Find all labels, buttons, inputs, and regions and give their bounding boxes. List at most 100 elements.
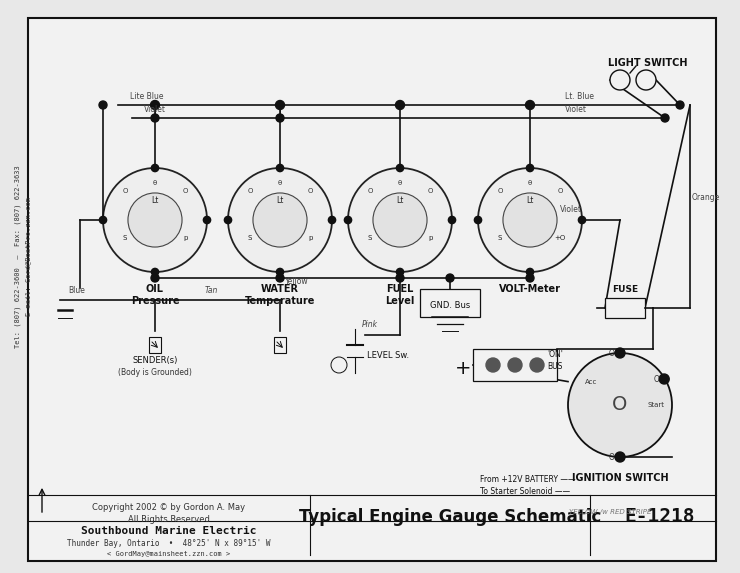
Circle shape [397, 164, 403, 172]
Text: Violet: Violet [144, 105, 166, 114]
Circle shape [99, 101, 107, 109]
Circle shape [204, 217, 211, 223]
Text: E-1218: E-1218 [625, 508, 696, 527]
Circle shape [224, 217, 232, 223]
Circle shape [103, 168, 207, 272]
Circle shape [474, 217, 482, 223]
Text: Lt. Blue: Lt. Blue [565, 92, 594, 101]
Text: FUEL
Level: FUEL Level [386, 284, 414, 305]
Text: SENDER(s): SENDER(s) [132, 356, 178, 365]
Circle shape [568, 353, 672, 457]
Text: Yellow: Yellow [285, 277, 309, 286]
Text: p: p [428, 235, 432, 241]
Text: Orange: Orange [692, 193, 720, 202]
Circle shape [150, 100, 160, 109]
Circle shape [397, 268, 403, 276]
Text: θ: θ [153, 179, 157, 186]
Circle shape [331, 357, 347, 373]
Text: Copyright 2002 © by Gordon A. May: Copyright 2002 © by Gordon A. May [92, 503, 246, 512]
Circle shape [276, 268, 283, 276]
Text: All Rights Reserved: All Rights Reserved [128, 515, 210, 524]
Circle shape [275, 100, 284, 109]
Circle shape [152, 268, 158, 276]
Circle shape [526, 268, 534, 276]
Text: O: O [308, 189, 313, 194]
Circle shape [659, 374, 669, 384]
Bar [420, 289, 480, 317]
Text: IGNITION SWITCH: IGNITION SWITCH [572, 473, 668, 483]
Circle shape [615, 452, 625, 462]
Circle shape [478, 168, 582, 272]
Circle shape [610, 70, 630, 90]
Text: O: O [428, 189, 433, 194]
Text: Thunder Bay, Ontario  •  48°25' N x 89°15' W: Thunder Bay, Ontario • 48°25' N x 89°15'… [67, 539, 271, 547]
Text: GND. Bus: GND. Bus [430, 300, 470, 309]
Circle shape [676, 101, 684, 109]
Text: Lt: Lt [526, 196, 534, 205]
Text: < GordMay@mainsheet.zzn.com >: < GordMay@mainsheet.zzn.com > [107, 551, 231, 557]
Text: θ: θ [398, 179, 402, 186]
Text: O: O [609, 453, 615, 461]
Circle shape [396, 274, 404, 282]
Text: (Body is Grounded): (Body is Grounded) [118, 368, 192, 377]
Circle shape [486, 358, 500, 372]
Text: Start: Start [648, 402, 665, 408]
Circle shape [99, 217, 107, 223]
Text: Blue: Blue [68, 286, 85, 295]
Text: LEVEL Sw.: LEVEL Sw. [367, 351, 409, 359]
Circle shape [503, 193, 557, 247]
Circle shape [151, 274, 159, 282]
Circle shape [276, 274, 284, 282]
Circle shape [151, 114, 159, 122]
Bar [605, 298, 645, 318]
Text: S: S [498, 235, 502, 241]
Text: S: S [368, 235, 372, 241]
Text: p: p [183, 235, 187, 241]
Text: From +12V BATTERY ——: From +12V BATTERY —— [480, 474, 576, 484]
Text: To Starter Solenoid ——: To Starter Solenoid —— [480, 486, 570, 496]
Circle shape [526, 164, 534, 172]
Circle shape [508, 358, 522, 372]
Circle shape [615, 348, 625, 358]
Text: O: O [497, 189, 502, 194]
Text: O: O [122, 189, 127, 194]
Circle shape [276, 114, 284, 122]
Text: LIGHT SWITCH: LIGHT SWITCH [608, 58, 687, 68]
Text: BUS: BUS [547, 362, 562, 371]
Circle shape [228, 168, 332, 272]
Text: Tel: (807) 622-3600  –  Fax: (807) 622-3633: Tel: (807) 622-3600 – Fax: (807) 622-363… [15, 165, 21, 348]
Circle shape [636, 70, 656, 90]
Circle shape [128, 193, 182, 247]
Text: Acc: Acc [585, 379, 598, 384]
Text: Lt: Lt [151, 196, 158, 205]
Circle shape [579, 217, 585, 223]
Text: VOLT-Meter: VOLT-Meter [499, 284, 561, 294]
Circle shape [530, 358, 544, 372]
Circle shape [348, 168, 452, 272]
Text: Violet: Violet [560, 205, 582, 214]
Text: E-mail: Gord@BoatPro.zzn.com: E-mail: Gord@BoatPro.zzn.com [25, 197, 31, 316]
Circle shape [276, 164, 283, 172]
Text: YELLOW /w RED STRIPE: YELLOW /w RED STRIPE [569, 509, 651, 515]
Text: O: O [367, 189, 372, 194]
Text: O: O [612, 395, 628, 414]
Text: O: O [183, 189, 188, 194]
Text: p: p [308, 235, 312, 241]
Text: WATER
Temperature: WATER Temperature [245, 284, 315, 305]
Text: S: S [248, 235, 252, 241]
Bar [473, 349, 557, 381]
Circle shape [525, 100, 534, 109]
Text: Lt: Lt [397, 196, 404, 205]
Text: θ: θ [528, 179, 532, 186]
Circle shape [344, 217, 352, 223]
Text: Lt: Lt [276, 196, 283, 205]
Text: Violet: Violet [565, 105, 587, 114]
Text: S: S [123, 235, 127, 241]
Text: O: O [609, 348, 615, 358]
Circle shape [395, 100, 405, 109]
Text: O: O [653, 375, 659, 383]
Circle shape [253, 193, 307, 247]
Circle shape [373, 193, 427, 247]
Text: Tan: Tan [205, 286, 218, 295]
Circle shape [448, 217, 456, 223]
